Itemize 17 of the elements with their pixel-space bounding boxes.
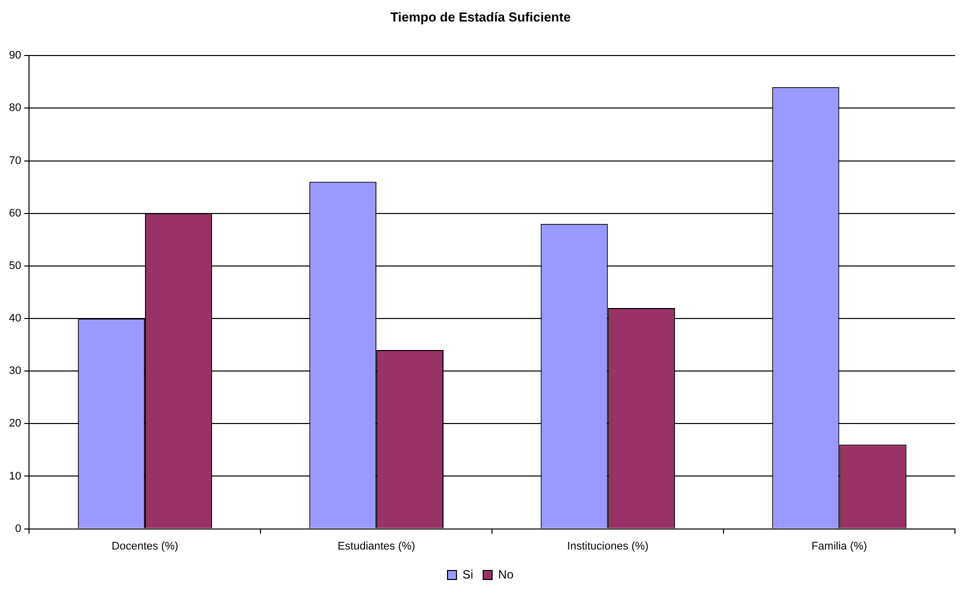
x-tick-label: Estudiantes (%) bbox=[338, 540, 416, 552]
y-tick-label: 50 bbox=[8, 260, 22, 272]
y-tick-label: 10 bbox=[8, 470, 22, 482]
y-tick-label: 60 bbox=[8, 207, 22, 220]
x-tick-label: Docentes (%) bbox=[112, 540, 178, 552]
y-tick-label: 80 bbox=[8, 102, 22, 114]
y-tick-label: 20 bbox=[8, 418, 22, 430]
y-tick-label: 0 bbox=[15, 522, 22, 535]
y-tick-label: 40 bbox=[8, 312, 22, 325]
chart-title: Tiempo de Estadía Suficiente bbox=[390, 9, 571, 24]
x-tick-label: Instituciones (%) bbox=[567, 540, 648, 552]
legend-label: Si bbox=[462, 567, 474, 582]
legend-label: No bbox=[498, 567, 514, 582]
y-tick-label: 70 bbox=[8, 154, 22, 167]
y-tick-label: 90 bbox=[8, 50, 22, 62]
x-tick-label: Familia (%) bbox=[811, 540, 868, 552]
y-tick-label: 30 bbox=[8, 365, 22, 378]
